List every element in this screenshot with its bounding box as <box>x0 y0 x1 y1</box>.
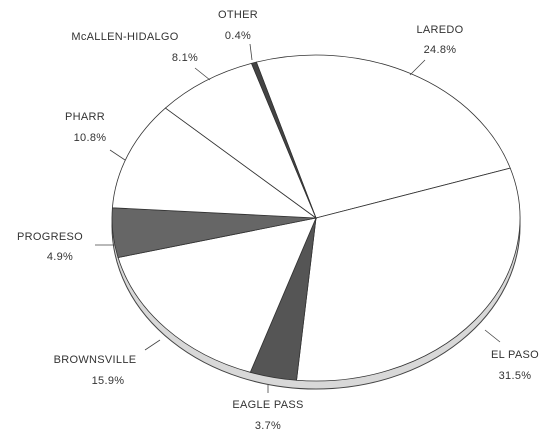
pie-slice <box>296 167 521 382</box>
slice-label: EL PASO <box>491 349 539 361</box>
slice-value-label: 3.7% <box>255 420 281 432</box>
slice-label: McALLEN-HIDALGO <box>71 31 178 43</box>
pie-slice <box>255 54 511 219</box>
slice-value-label: 8.1% <box>172 52 198 64</box>
slice-label: OTHER <box>218 9 258 21</box>
slice-label: LAREDO <box>416 24 463 36</box>
leader-line <box>484 329 501 343</box>
slice-value-label: 31.5% <box>499 370 532 382</box>
slice-label: PHARR <box>65 111 105 123</box>
pie-slice <box>117 217 317 373</box>
leader-line <box>144 339 161 351</box>
slice-value-label: 0.4% <box>225 30 251 42</box>
pie-slice <box>164 62 317 220</box>
slice-value-label: 15.9% <box>92 375 125 387</box>
pie-slice <box>111 107 318 219</box>
leader-line <box>409 59 426 76</box>
pie-slice <box>250 61 317 219</box>
slice-label: PROGRESO <box>17 231 83 243</box>
leader-line <box>109 149 126 161</box>
slice-label: EAGLE PASS <box>232 399 303 411</box>
slice-value-label: 4.9% <box>47 251 73 263</box>
leader-line <box>249 43 253 61</box>
leader-line <box>194 67 211 81</box>
slice-value-label: 24.8% <box>424 44 457 56</box>
slice-label: BROWNSVILLE <box>54 354 137 366</box>
slice-value-label: 10.8% <box>74 132 107 144</box>
